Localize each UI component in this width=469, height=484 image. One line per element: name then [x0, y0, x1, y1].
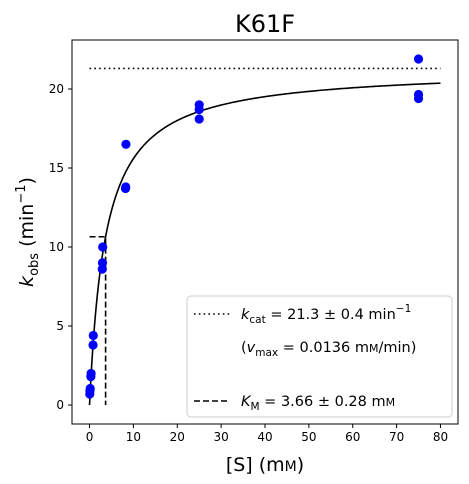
y-axis-label-rest: (min	[16, 204, 38, 253]
legend-entry: KM = 3.66 ± 0.28 mM	[241, 394, 395, 413]
legend-unit: M	[369, 342, 379, 355]
legend-value: = 21.3 ± 0.4 min	[266, 307, 396, 323]
y-tick-label: 15	[49, 161, 64, 175]
data-point	[413, 89, 424, 100]
y-axis-label-k: k	[16, 275, 38, 287]
x-tick-label: 80	[433, 430, 448, 444]
plot-area: 0 10 20 30 40 50 60 70 80 0 5 10 15 20 kcat = 21.3 ± 0…	[49, 39, 459, 444]
x-axis-label-close: )	[297, 454, 304, 476]
legend-value: = 0.0136 m	[278, 340, 369, 356]
y-tick-label: 10	[49, 240, 64, 254]
data-point	[194, 114, 204, 124]
legend-box	[186, 295, 453, 418]
chart-title: K61F	[235, 10, 295, 38]
data-point	[98, 242, 108, 252]
legend-subscript: cat	[249, 314, 265, 326]
y-tick-label: 5	[56, 319, 64, 333]
x-tick-label: 10	[126, 430, 141, 444]
legend-tail: /min)	[379, 340, 417, 356]
x-tick-label: 50	[301, 430, 316, 444]
legend-paren: (	[241, 340, 247, 356]
legend-entry: kcat = 21.3 ± 0.4 min−1	[241, 303, 411, 326]
legend-unit: M	[386, 396, 396, 409]
x-axis-label-unit: M	[285, 459, 297, 475]
data-point	[121, 182, 131, 192]
x-tick-label: 60	[345, 430, 360, 444]
y-tick-label: 20	[49, 82, 64, 96]
data-point	[85, 383, 95, 394]
y-axis-label: kobs (min−1)	[14, 177, 42, 287]
legend-symbol: v	[247, 340, 256, 356]
x-tick-label: 40	[257, 430, 272, 444]
legend-subscript: max	[255, 347, 278, 359]
data-point	[413, 54, 424, 64]
y-axis-label-close: )	[16, 177, 38, 184]
km-marker	[89, 235, 107, 406]
data-point	[97, 258, 108, 268]
legend: kcat = 21.3 ± 0.4 min−1(vmax = 0.0136 mM…	[186, 295, 453, 418]
legend-entry: (vmax = 0.0136 mM/min)	[241, 340, 416, 359]
data-point	[194, 100, 204, 110]
x-axis-label-main: [S] (m	[226, 454, 285, 476]
x-tick-label: 20	[170, 430, 185, 444]
y-axis-label-sub: obs	[27, 253, 42, 276]
x-tick-label: 70	[389, 430, 404, 444]
legend-superscript: −1	[396, 303, 411, 315]
x-tick-label: 0	[86, 430, 94, 444]
data-point	[121, 139, 131, 149]
x-tick-label: 30	[213, 430, 228, 444]
legend-symbol: k	[241, 307, 250, 323]
legend-symbol: K	[241, 394, 252, 410]
legend-value: = 3.66 ± 0.28 m	[260, 394, 386, 410]
y-axis-label-exp: −1	[14, 184, 29, 203]
data-point	[86, 368, 96, 379]
y-tick-label: 0	[56, 398, 64, 412]
fit-curve	[88, 82, 441, 406]
legend-subscript: M	[251, 401, 260, 413]
data-point	[88, 340, 98, 350]
data-point	[88, 330, 98, 341]
x-axis-label: [S] (mM)	[226, 454, 304, 476]
